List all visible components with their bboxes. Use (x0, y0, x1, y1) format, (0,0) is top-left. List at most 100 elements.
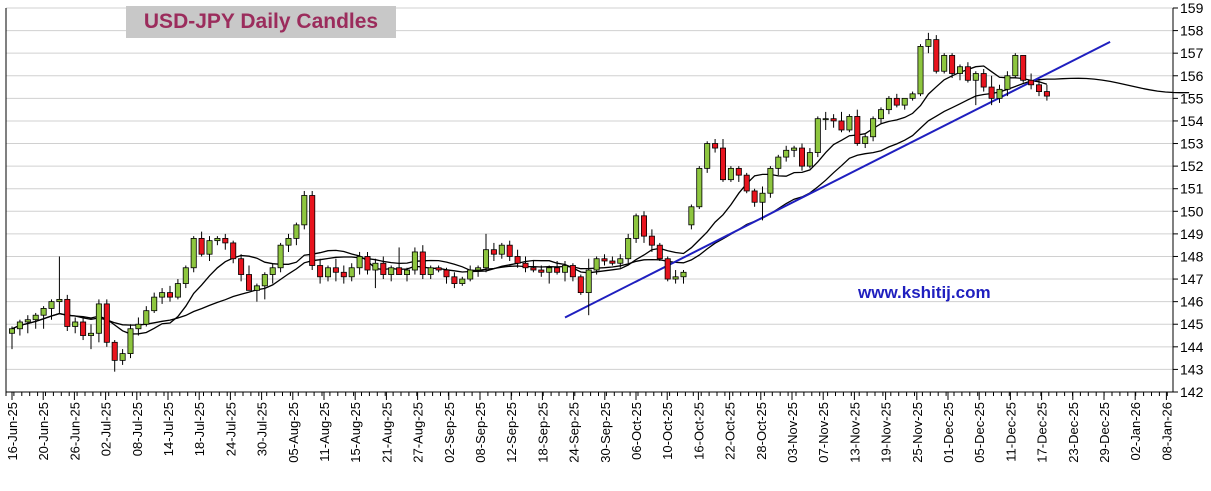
candle-down (1043, 91, 1050, 97)
x-tick-label: 14-Jul-25 (161, 402, 176, 456)
candle-down (988, 86, 995, 99)
x-tick-label: 03-Nov-25 (785, 402, 800, 463)
grid-lines (6, 7, 1173, 393)
candle-down (735, 167, 742, 176)
candle-up (372, 262, 379, 271)
candle-down (530, 267, 537, 271)
candle-down (893, 97, 900, 106)
candle-up (917, 46, 924, 95)
x-tick-label: 15-Aug-25 (348, 402, 363, 463)
candle-down (743, 174, 750, 192)
candle-up (356, 256, 363, 269)
candle-down (712, 143, 719, 149)
candle-up (475, 267, 482, 271)
candle-down (964, 66, 971, 81)
candle-down (949, 55, 956, 74)
candle-down (1028, 79, 1035, 86)
candle-down (309, 195, 316, 266)
x-tick-label: 26-Jun-25 (67, 402, 82, 461)
x-tick-label: 27-Aug-25 (411, 402, 426, 463)
candle-down (419, 251, 426, 275)
candle-up (957, 66, 964, 74)
candle-up (159, 292, 166, 298)
candle-up (427, 267, 434, 275)
candle-down (317, 265, 324, 278)
candle-up (846, 116, 853, 131)
candle-up (56, 298, 63, 303)
y-tick-label: 157 (1180, 45, 1204, 61)
candle-up (24, 319, 31, 323)
plot-area (8, 32, 1190, 372)
candle-up (269, 267, 276, 275)
candle-down (830, 118, 837, 122)
candle-up (285, 237, 292, 246)
candle-up (206, 240, 213, 255)
x-tick-label: 28-Oct-25 (754, 402, 769, 460)
y-tick-label: 149 (1180, 226, 1204, 242)
x-tick-label: 17-Dec-25 (1035, 402, 1050, 463)
candle-up (822, 118, 829, 121)
candle-up (727, 167, 734, 181)
candle-up (214, 237, 221, 242)
candle-up (459, 278, 466, 284)
y-tick-label: 150 (1180, 203, 1204, 219)
x-tick-label: 16-Jun-25 (5, 402, 20, 461)
y-tick-label: 153 (1180, 136, 1204, 152)
candle-up (182, 267, 189, 284)
candle-down (538, 269, 545, 273)
x-tick-label: 08-Jan-26 (1159, 402, 1174, 461)
x-tick-label: 08-Sep-25 (473, 402, 488, 463)
candle-up (1012, 55, 1019, 77)
candle-up (909, 93, 916, 99)
moving-average-21 (11, 77, 1190, 330)
x-tick-label: 05-Dec-25 (972, 402, 987, 463)
candle-up (119, 353, 126, 361)
y-tick-label: 158 (1180, 23, 1204, 39)
candle-up (88, 332, 95, 336)
candle-up (696, 167, 703, 208)
candle-down (230, 242, 237, 260)
candle-down (506, 244, 513, 257)
candle-up (925, 39, 932, 47)
candle-up (143, 310, 150, 325)
candle-down (435, 267, 442, 271)
candle-down (569, 265, 576, 278)
candle-down (364, 256, 371, 271)
candle-up (482, 249, 489, 269)
candle-down (222, 237, 229, 244)
x-tick-label: 18-Jul-25 (192, 402, 207, 456)
candle-up (704, 143, 711, 169)
candle-down (103, 303, 110, 343)
y-tick-label: 159 (1180, 0, 1204, 16)
candle-down (111, 341, 118, 361)
candle-down (490, 249, 497, 255)
x-tick-label: 25-Nov-25 (910, 402, 925, 463)
candle-up (941, 55, 948, 72)
candle-down (522, 262, 529, 269)
candle-up (901, 97, 908, 106)
candle-up (870, 118, 877, 138)
candle-up (972, 73, 979, 81)
candle-down (648, 235, 655, 246)
candle-up (767, 167, 774, 194)
candle-up (261, 274, 268, 287)
candle-up (878, 109, 885, 120)
x-tick-label: 29-Dec-25 (1097, 402, 1112, 463)
candle-up (775, 156, 782, 169)
y-tick-label: 143 (1180, 361, 1204, 377)
candle-down (166, 292, 173, 298)
x-tick-label: 06-Oct-25 (629, 402, 644, 460)
candle-up (791, 147, 798, 151)
watermark: www.kshitij.com (858, 283, 991, 302)
x-tick-label: 02-Jan-26 (1128, 402, 1143, 461)
candle-up (403, 269, 410, 275)
candle-down (443, 269, 450, 278)
candle-down (751, 190, 758, 203)
candle-up (48, 301, 55, 309)
candle-down (514, 256, 521, 264)
x-tick-label: 01-Dec-25 (941, 402, 956, 463)
candle-up (862, 136, 869, 144)
candle-up (348, 267, 355, 278)
candle-down (340, 271, 347, 278)
candle-down (720, 147, 727, 181)
